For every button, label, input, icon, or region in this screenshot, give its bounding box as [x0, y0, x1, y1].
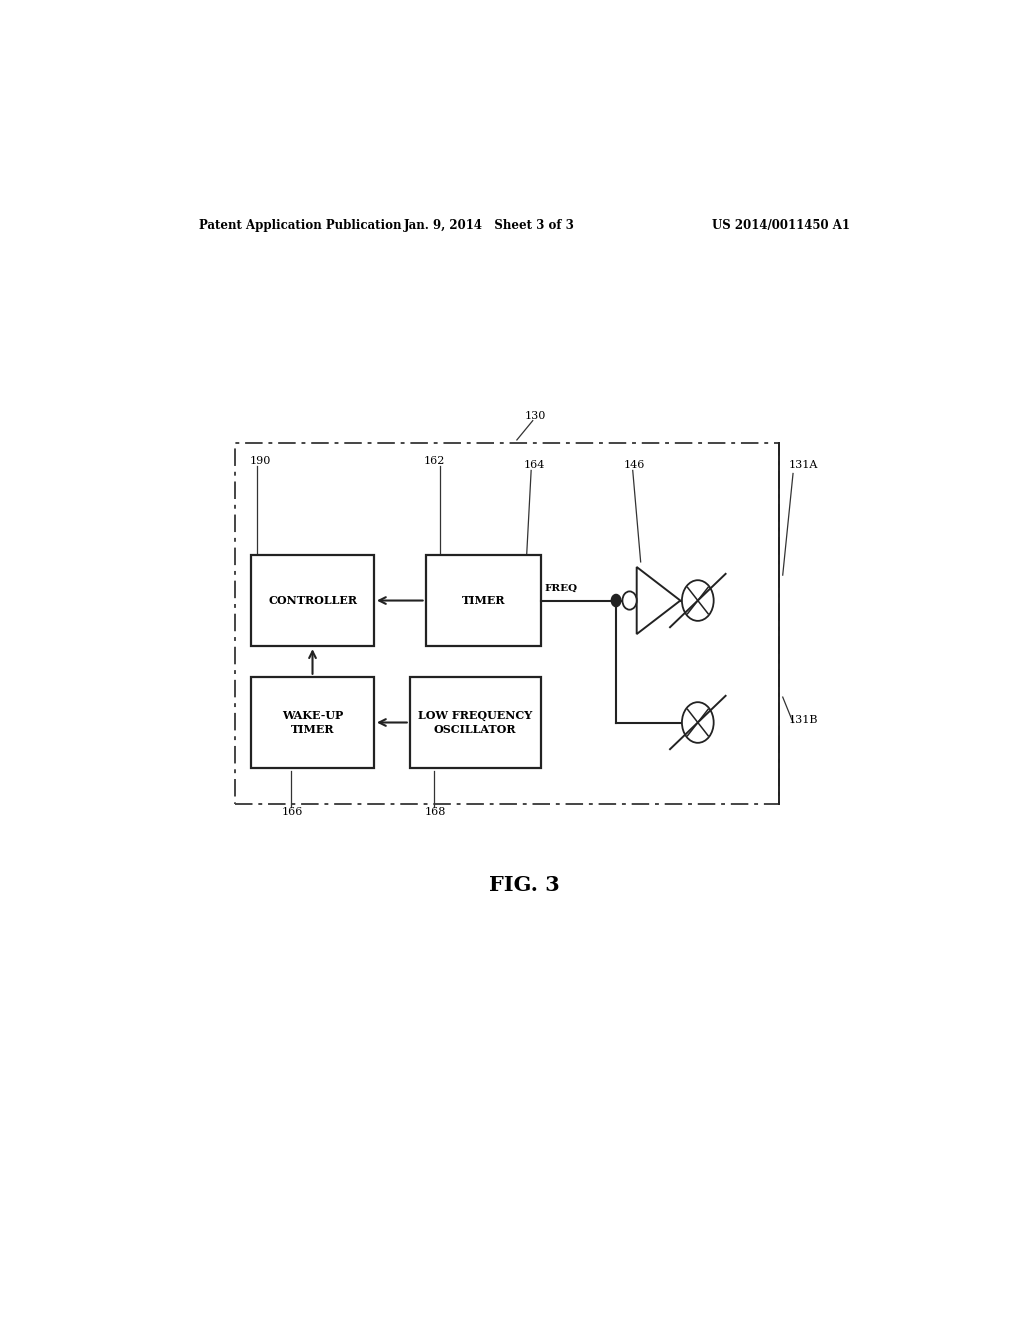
- Circle shape: [623, 591, 637, 610]
- Text: 131B: 131B: [788, 714, 818, 725]
- Bar: [410, 677, 541, 768]
- Text: CONTROLLER: CONTROLLER: [268, 595, 357, 606]
- Text: 162: 162: [424, 457, 445, 466]
- Text: US 2014/0011450 A1: US 2014/0011450 A1: [712, 219, 850, 232]
- Text: FIG. 3: FIG. 3: [489, 875, 560, 895]
- Bar: [426, 554, 541, 647]
- Polygon shape: [637, 568, 680, 634]
- Circle shape: [611, 594, 621, 607]
- Bar: [251, 554, 374, 647]
- Circle shape: [682, 702, 714, 743]
- Text: Patent Application Publication: Patent Application Publication: [200, 219, 402, 232]
- Text: FREQ: FREQ: [545, 583, 578, 593]
- Text: TIMER: TIMER: [462, 595, 505, 606]
- Text: WAKE-UP
TIMER: WAKE-UP TIMER: [282, 710, 343, 735]
- Text: 166: 166: [282, 807, 302, 817]
- Text: Jan. 9, 2014   Sheet 3 of 3: Jan. 9, 2014 Sheet 3 of 3: [403, 219, 574, 232]
- Text: 130: 130: [524, 411, 546, 421]
- Circle shape: [682, 581, 714, 620]
- Text: 190: 190: [250, 457, 270, 466]
- Bar: [251, 677, 374, 768]
- Text: LOW FREQUENCY
OSCILLATOR: LOW FREQUENCY OSCILLATOR: [418, 710, 532, 735]
- Text: 164: 164: [523, 461, 545, 470]
- Bar: [236, 444, 779, 804]
- Text: 168: 168: [425, 807, 446, 817]
- Text: 146: 146: [624, 461, 644, 470]
- Text: 131A: 131A: [788, 461, 817, 470]
